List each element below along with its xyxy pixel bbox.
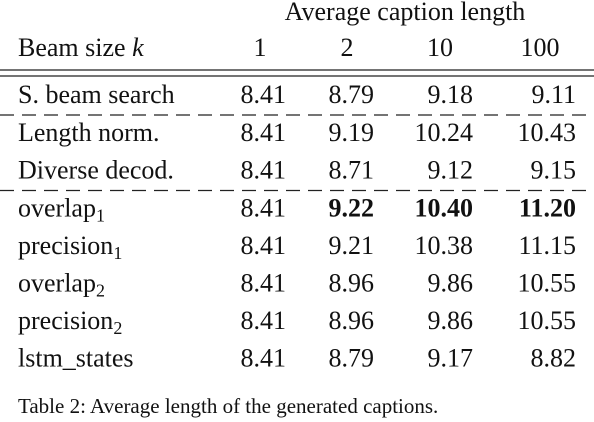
cell: 9.21: [329, 231, 375, 260]
cell: 11.15: [518, 231, 576, 260]
cell: 10.40: [415, 193, 474, 222]
cell: 8.41: [241, 155, 287, 184]
cell: 9.22: [329, 193, 375, 222]
cell: 8.79: [329, 80, 375, 109]
cell: 9.19: [329, 118, 375, 147]
cell: 8.41: [241, 343, 287, 372]
cell: 8.41: [241, 80, 287, 109]
row-header-var: k: [132, 33, 144, 62]
row-label: Diverse decod.: [18, 155, 174, 184]
row-label: precision2: [18, 306, 122, 338]
row-label-text: Diverse decod.: [18, 155, 174, 184]
cell: 9.86: [428, 268, 474, 297]
row-label-sub: 1: [113, 243, 122, 263]
row-header: Beam size k: [18, 33, 144, 62]
row-label-sub: 2: [113, 318, 122, 338]
row-header-text: Beam size: [18, 33, 126, 62]
caption: Table 2: Average length of the generated…: [18, 394, 438, 418]
cell: 8.79: [329, 343, 375, 372]
cell: 8.41: [241, 268, 287, 297]
row-label-text: S. beam search: [18, 80, 175, 109]
cell: 9.11: [531, 80, 576, 109]
cell: 10.55: [518, 268, 577, 297]
row-label-text: precision: [18, 231, 113, 260]
row-label: overlap2: [18, 268, 105, 300]
cell: 8.96: [329, 268, 375, 297]
cell: 8.41: [241, 193, 287, 222]
cell: 11.20: [519, 193, 576, 222]
cell: 8.71: [329, 155, 375, 184]
row-label-text: overlap: [18, 193, 96, 222]
column-header: 2: [341, 33, 354, 62]
cell: 8.41: [241, 306, 287, 335]
row-label: S. beam search: [18, 80, 175, 109]
cell: 9.86: [428, 306, 474, 335]
row-label-text: Length norm.: [18, 118, 160, 147]
cell: 9.12: [428, 155, 474, 184]
group-header: Average caption length: [285, 0, 526, 26]
column-header: 1: [254, 33, 267, 62]
column-header: 10: [427, 33, 453, 62]
row-label: lstm_states: [18, 343, 134, 372]
cell: 10.43: [518, 118, 577, 147]
cell: 8.41: [241, 231, 287, 260]
column-header: 100: [521, 33, 560, 62]
row-label-sub: 1: [96, 206, 105, 226]
row-label-text: overlap: [18, 268, 96, 297]
row-label: overlap1: [18, 193, 105, 225]
row-label: precision1: [18, 231, 122, 263]
cell: 8.82: [531, 343, 577, 372]
row-label-text: lstm_states: [18, 343, 134, 372]
cell: 9.17: [428, 343, 474, 372]
cell: 8.41: [241, 118, 287, 147]
row-label-text: precision: [18, 306, 113, 335]
cell: 9.15: [531, 155, 577, 184]
cell: 10.24: [415, 118, 474, 147]
cell: 9.18: [428, 80, 474, 109]
cell: 10.38: [415, 231, 474, 260]
cell: 8.96: [329, 306, 375, 335]
row-label-sub: 2: [96, 281, 105, 301]
row-label: Length norm.: [18, 118, 160, 147]
cell: 10.55: [518, 306, 577, 335]
